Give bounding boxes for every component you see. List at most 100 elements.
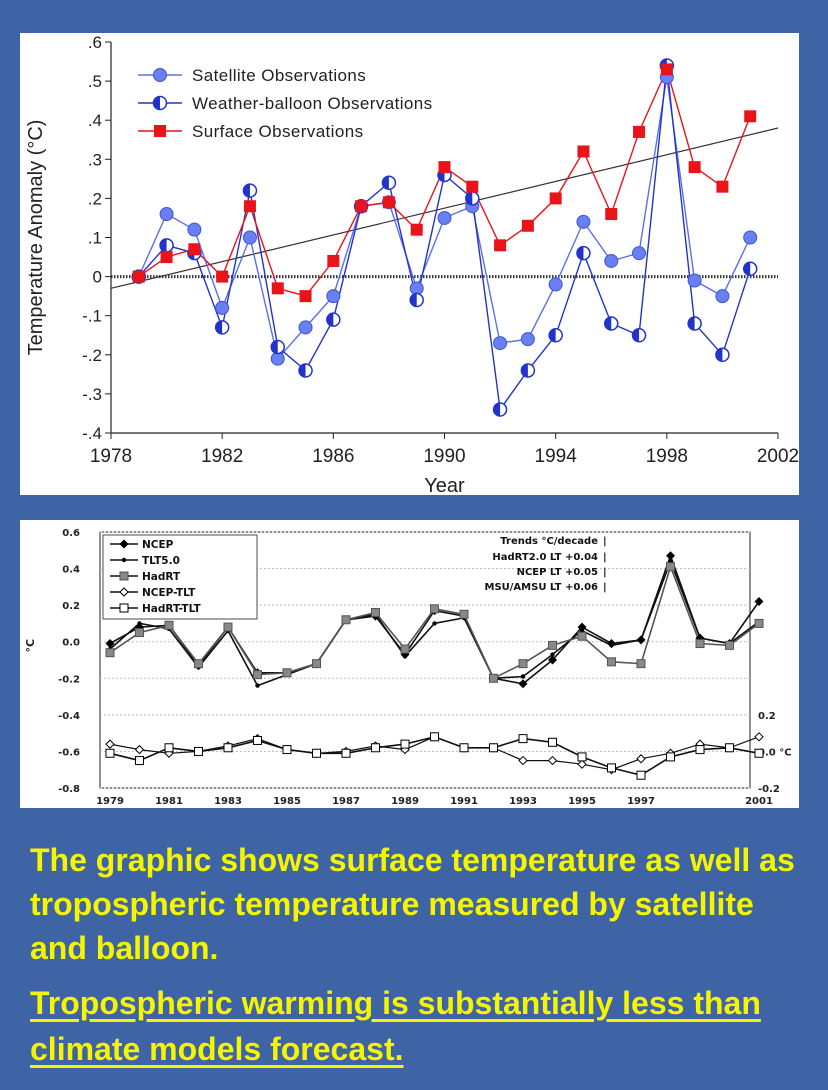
data-point [576, 214, 591, 229]
x-tick-label: 1990 [423, 446, 465, 467]
y-tick-label: -.3 [82, 385, 102, 404]
y-tick-label: .4 [88, 111, 102, 130]
y-axis-title: °C [24, 639, 37, 653]
data-point [312, 659, 321, 669]
x-tick-label: 1978 [90, 446, 132, 467]
data-point [695, 745, 705, 755]
data-point-half [215, 320, 223, 334]
data-point [743, 230, 758, 245]
data-point [489, 673, 498, 683]
data-point [164, 743, 174, 753]
data-point [609, 643, 614, 648]
y-tick-label: 0 [93, 268, 102, 287]
data-point [105, 739, 115, 749]
data-point [518, 734, 528, 744]
chart-bottom: 0.6 0.4 0.2 0.0 -0.2 -0.4 -0.6 -0.8 °C 0.2 0.0 °C -… [24, 528, 792, 807]
legend-marker [121, 557, 127, 563]
y-tick-label: .6 [88, 33, 102, 52]
data-point [194, 746, 203, 756]
data-point [636, 770, 646, 780]
data-point [666, 562, 675, 572]
data-point [695, 639, 705, 649]
data-point-half [299, 363, 306, 377]
right-tick-label: -0.2 [758, 784, 780, 795]
data-point-half [521, 363, 528, 377]
data-point [459, 609, 469, 619]
legend-label: TLT5.0 [142, 555, 180, 567]
data-point [607, 657, 616, 667]
data-point [638, 637, 644, 643]
y-tick-label: 0.0 [62, 638, 80, 649]
data-point [438, 161, 451, 174]
y-tick-label: 0.2 [62, 601, 80, 612]
data-point [253, 735, 262, 745]
data-point [355, 200, 368, 213]
data-point [725, 640, 734, 650]
data-point [400, 739, 410, 749]
legend-label: NCEP [142, 539, 174, 551]
y-tick-label: .2 [88, 189, 102, 208]
data-point-half [160, 238, 167, 252]
trends-row: NCEP LT +0.05 [517, 567, 598, 578]
data-point [282, 668, 292, 678]
y-tick-label: .1 [88, 229, 102, 248]
right-tick-label: 0.2 [758, 711, 776, 722]
data-point [341, 615, 351, 625]
data-point [666, 551, 675, 561]
data-point [255, 683, 260, 688]
data-point [716, 180, 729, 193]
data-point [548, 737, 557, 747]
legend-marker [153, 68, 167, 82]
right-tick-label: 0.0 °C [758, 747, 792, 758]
data-point [194, 659, 203, 669]
y-tick-label: -.4 [82, 424, 102, 443]
data-point [371, 743, 380, 753]
data-point [577, 145, 590, 158]
y-tick-label: -0.6 [58, 747, 80, 758]
legend-marker [119, 603, 129, 613]
trends-bar: | [603, 536, 607, 547]
data-point-half [715, 348, 723, 362]
data-point [604, 253, 619, 268]
data-point [271, 282, 284, 295]
data-point-half [604, 317, 612, 331]
data-point [430, 604, 439, 614]
y-tick-label: 0.4 [62, 565, 80, 576]
x-tick-label: 1986 [312, 446, 354, 467]
data-point [137, 621, 142, 626]
x-tick-label: 1994 [535, 446, 578, 467]
series-line [138, 65, 751, 412]
legend-label: Weather-balloon Observations [192, 94, 433, 113]
trends-row: HadRT2.0 LT +0.04 [492, 552, 598, 563]
chart-top: -.4 -.3 -.2 -.1 0 .1 .2 .3 .4 .5 .6 1978 1982 1986 199… [25, 33, 799, 497]
x-tick-label: 1987 [332, 796, 360, 807]
data-point [489, 743, 498, 753]
y-tick-label: -.2 [82, 346, 102, 365]
data-point [105, 748, 115, 758]
y-tick-label: .5 [88, 72, 102, 91]
data-point [518, 679, 528, 689]
data-point [466, 180, 479, 193]
data-point [371, 607, 380, 617]
trends-bar: | [603, 552, 607, 563]
data-point [607, 763, 616, 773]
x-tick-label: 1979 [96, 796, 124, 807]
data-point [725, 743, 734, 753]
data-point [754, 748, 764, 758]
x-tick-label: 1991 [450, 796, 478, 807]
data-point [215, 300, 230, 315]
data-point [715, 289, 730, 304]
data-point-half [465, 191, 473, 205]
data-point [521, 219, 534, 232]
data-point [327, 254, 340, 267]
data-point [105, 639, 115, 649]
data-point [105, 648, 115, 658]
caption-surface: The graphic shows surface temperature as… [30, 842, 795, 966]
data-point [688, 161, 701, 174]
data-point [548, 655, 557, 665]
data-point-half [743, 262, 751, 276]
data-point [660, 63, 673, 76]
data-point [494, 239, 507, 252]
data-point [223, 622, 233, 632]
legend-label: Surface Observations [192, 122, 363, 141]
